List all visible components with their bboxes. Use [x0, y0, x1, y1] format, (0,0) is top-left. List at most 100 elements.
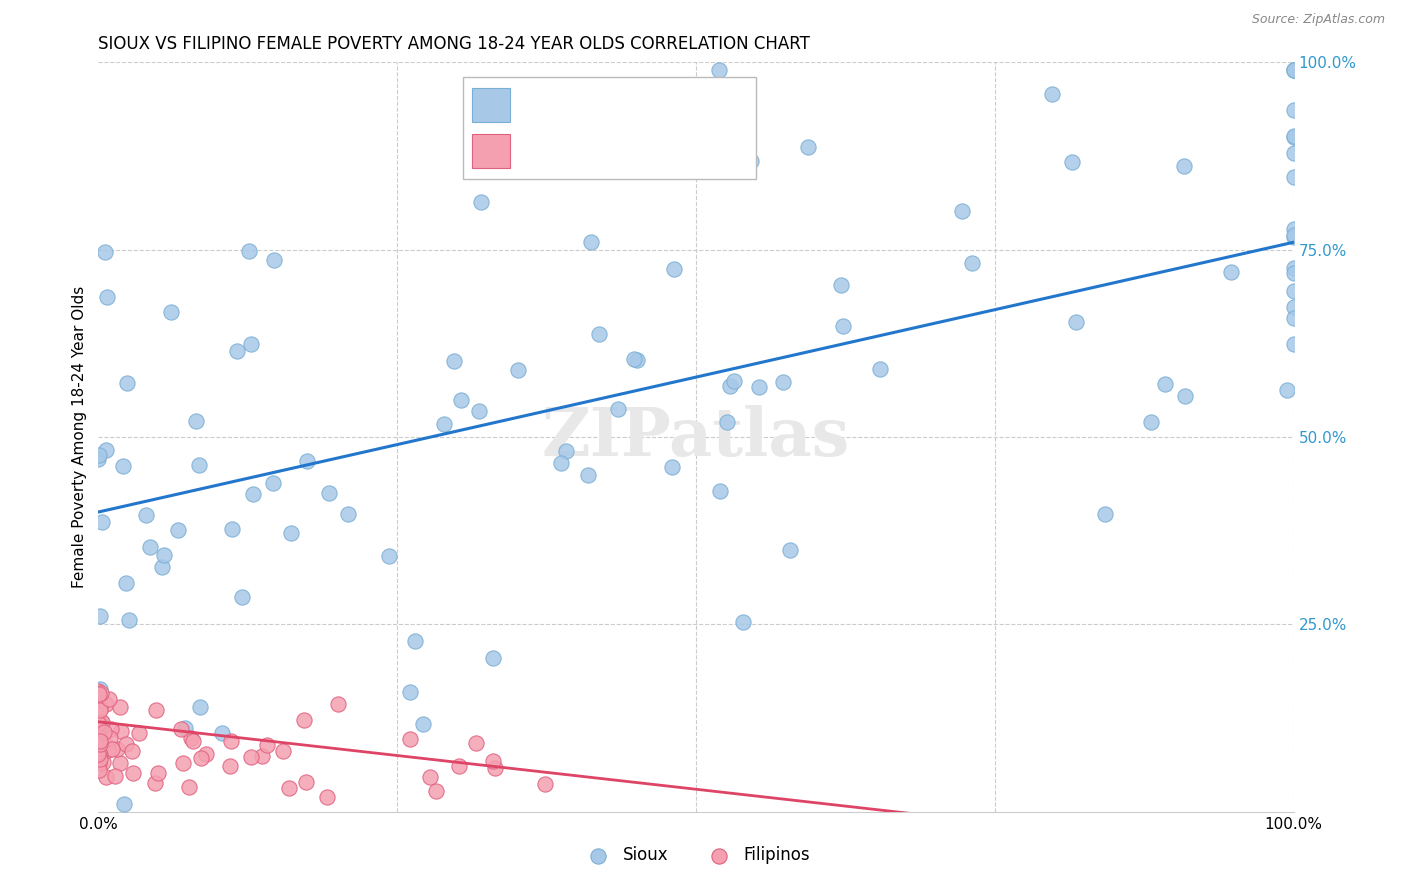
- Point: [89, 730, 111, 744]
- Point: [108, 700, 131, 714]
- Point: [93, 725, 115, 739]
- Point: [87, 715, 110, 730]
- Point: [1282, 103, 1305, 117]
- Point: [1282, 311, 1305, 326]
- Point: [89, 734, 111, 748]
- Point: [960, 256, 983, 270]
- Point: [145, 703, 167, 717]
- Point: [295, 775, 318, 789]
- Text: SIOUX VS FILIPINO FEMALE POVERTY AMONG 18-24 YEAR OLDS CORRELATION CHART: SIOUX VS FILIPINO FEMALE POVERTY AMONG 1…: [98, 35, 810, 53]
- Point: [277, 780, 299, 795]
- Point: [263, 253, 285, 268]
- Point: [425, 783, 447, 797]
- Point: [110, 756, 132, 771]
- Point: [661, 460, 683, 475]
- Point: [87, 448, 110, 462]
- Point: [1139, 415, 1161, 429]
- Point: [772, 375, 794, 389]
- Point: [153, 548, 176, 562]
- Point: [740, 153, 762, 168]
- Point: [398, 685, 420, 699]
- Point: [218, 758, 240, 772]
- Point: [482, 651, 505, 665]
- Point: [122, 765, 145, 780]
- Point: [190, 750, 212, 764]
- Point: [1282, 300, 1305, 314]
- Point: [90, 515, 112, 529]
- Text: ZIPatlas: ZIPatlas: [541, 405, 851, 469]
- Point: [1282, 62, 1305, 77]
- Point: [87, 747, 110, 762]
- Point: [1094, 508, 1116, 522]
- Point: [294, 713, 316, 727]
- Point: [87, 731, 110, 746]
- Point: [91, 714, 114, 729]
- Point: [174, 721, 197, 735]
- Point: [115, 376, 138, 390]
- Point: [578, 467, 600, 482]
- Point: [1282, 62, 1305, 77]
- Point: [1066, 315, 1088, 329]
- Point: [239, 749, 262, 764]
- Point: [143, 776, 166, 790]
- Point: [467, 404, 489, 418]
- Point: [1174, 389, 1197, 403]
- Point: [188, 700, 211, 714]
- Point: [1282, 130, 1305, 145]
- Point: [90, 714, 112, 729]
- Point: [169, 722, 191, 736]
- Point: [211, 725, 233, 739]
- Point: [179, 780, 201, 794]
- Point: [87, 716, 110, 731]
- Point: [336, 507, 359, 521]
- Point: [718, 379, 741, 393]
- Point: [112, 797, 135, 812]
- Point: [238, 244, 260, 259]
- Point: [623, 351, 645, 366]
- Point: [89, 687, 111, 701]
- Point: [412, 717, 434, 731]
- Point: [506, 363, 529, 377]
- Point: [97, 743, 120, 757]
- Point: [89, 737, 111, 751]
- Point: [89, 681, 111, 696]
- Point: [117, 613, 139, 627]
- Point: [91, 755, 114, 769]
- Point: [779, 542, 801, 557]
- Point: [231, 591, 253, 605]
- Point: [315, 790, 337, 805]
- Point: [1282, 267, 1305, 281]
- Point: [98, 731, 121, 745]
- Point: [250, 748, 273, 763]
- Point: [93, 737, 115, 751]
- Point: [100, 722, 122, 736]
- Point: [419, 770, 441, 784]
- Point: [484, 761, 506, 775]
- Point: [1173, 160, 1195, 174]
- Point: [723, 374, 745, 388]
- Point: [87, 733, 110, 747]
- Legend: Sioux, Filipinos: Sioux, Filipinos: [575, 839, 817, 871]
- Point: [89, 752, 111, 766]
- Point: [1282, 222, 1305, 236]
- Point: [378, 549, 401, 563]
- Point: [662, 262, 685, 277]
- Point: [447, 758, 470, 772]
- Point: [135, 508, 157, 523]
- Point: [404, 634, 426, 648]
- Point: [188, 458, 211, 472]
- Point: [731, 615, 754, 630]
- Point: [96, 697, 118, 711]
- Point: [534, 777, 557, 791]
- Y-axis label: Female Poverty Among 18-24 Year Olds: Female Poverty Among 18-24 Year Olds: [72, 286, 87, 588]
- Point: [104, 769, 127, 783]
- Point: [1154, 376, 1177, 391]
- Point: [115, 737, 138, 751]
- Point: [318, 486, 340, 500]
- Point: [551, 145, 574, 160]
- Point: [87, 756, 110, 770]
- Point: [87, 736, 110, 750]
- Point: [748, 380, 770, 394]
- Point: [167, 523, 190, 537]
- Point: [101, 742, 124, 756]
